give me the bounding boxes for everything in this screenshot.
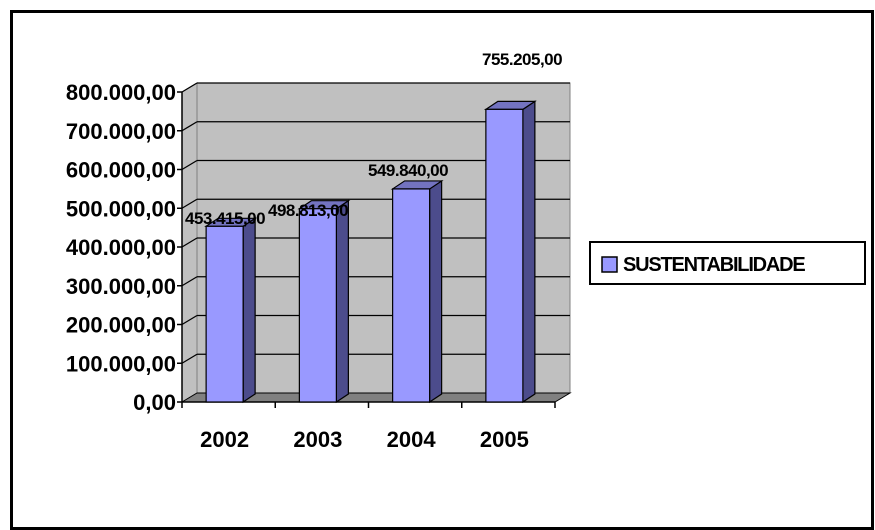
x-tick-label: 2002 (200, 427, 249, 452)
legend-box (589, 241, 866, 285)
bar (205, 225, 244, 403)
y-tick-label: 700.000,00 (66, 119, 176, 144)
bar (392, 188, 431, 403)
y-tick-label: 0,00 (133, 390, 176, 415)
data-label: 498.813,00 (268, 201, 348, 220)
x-tick-label: 2005 (480, 427, 529, 452)
legend-label: SUSTENTABILIDADE (623, 254, 805, 276)
y-tick-label: 500.000,00 (66, 196, 176, 221)
gridline-side (181, 276, 198, 287)
data-label: 549.840,00 (368, 161, 448, 180)
data-label: 755.205,00 (482, 50, 562, 69)
data-label: 453.415,00 (185, 209, 265, 228)
y-tick-label: 600.000,00 (66, 158, 176, 183)
bar-side (522, 100, 536, 404)
y-tick-label: 300.000,00 (66, 274, 176, 299)
legend: SUSTENTABILIDADE (589, 241, 866, 285)
axes: 0,00 100.000,00 200.000,00 300.000,00 400.00… (66, 80, 556, 452)
gridline-side (181, 198, 198, 209)
data-labels: 453.415,00 498.813,00 549.840,00 755.205,00 (185, 50, 563, 228)
y-tick-label: 800.000,00 (66, 80, 176, 105)
y-tick-label: 200.000,00 (66, 313, 176, 338)
bar-side (242, 217, 256, 404)
bar-side (429, 179, 443, 404)
legend-swatch (601, 256, 618, 273)
bar (298, 208, 337, 403)
gridline-side (181, 314, 198, 326)
gridline-side (181, 121, 198, 132)
y-tick-label: 100.000,00 (66, 351, 176, 376)
y-tick-label: 400.000,00 (66, 235, 176, 260)
bar-chart: 0,00 100.000,00 200.000,00 300.000,00 400.00… (66, 50, 866, 452)
bar-side (335, 199, 349, 404)
gridline-side (181, 237, 198, 248)
gridline-side (181, 82, 198, 93)
bars (204, 100, 537, 404)
gridline-side (181, 159, 198, 171)
x-tick-label: 2004 (387, 427, 437, 452)
bar (485, 108, 524, 403)
gridline-side (181, 353, 198, 364)
x-tick-label: 2003 (293, 427, 342, 452)
